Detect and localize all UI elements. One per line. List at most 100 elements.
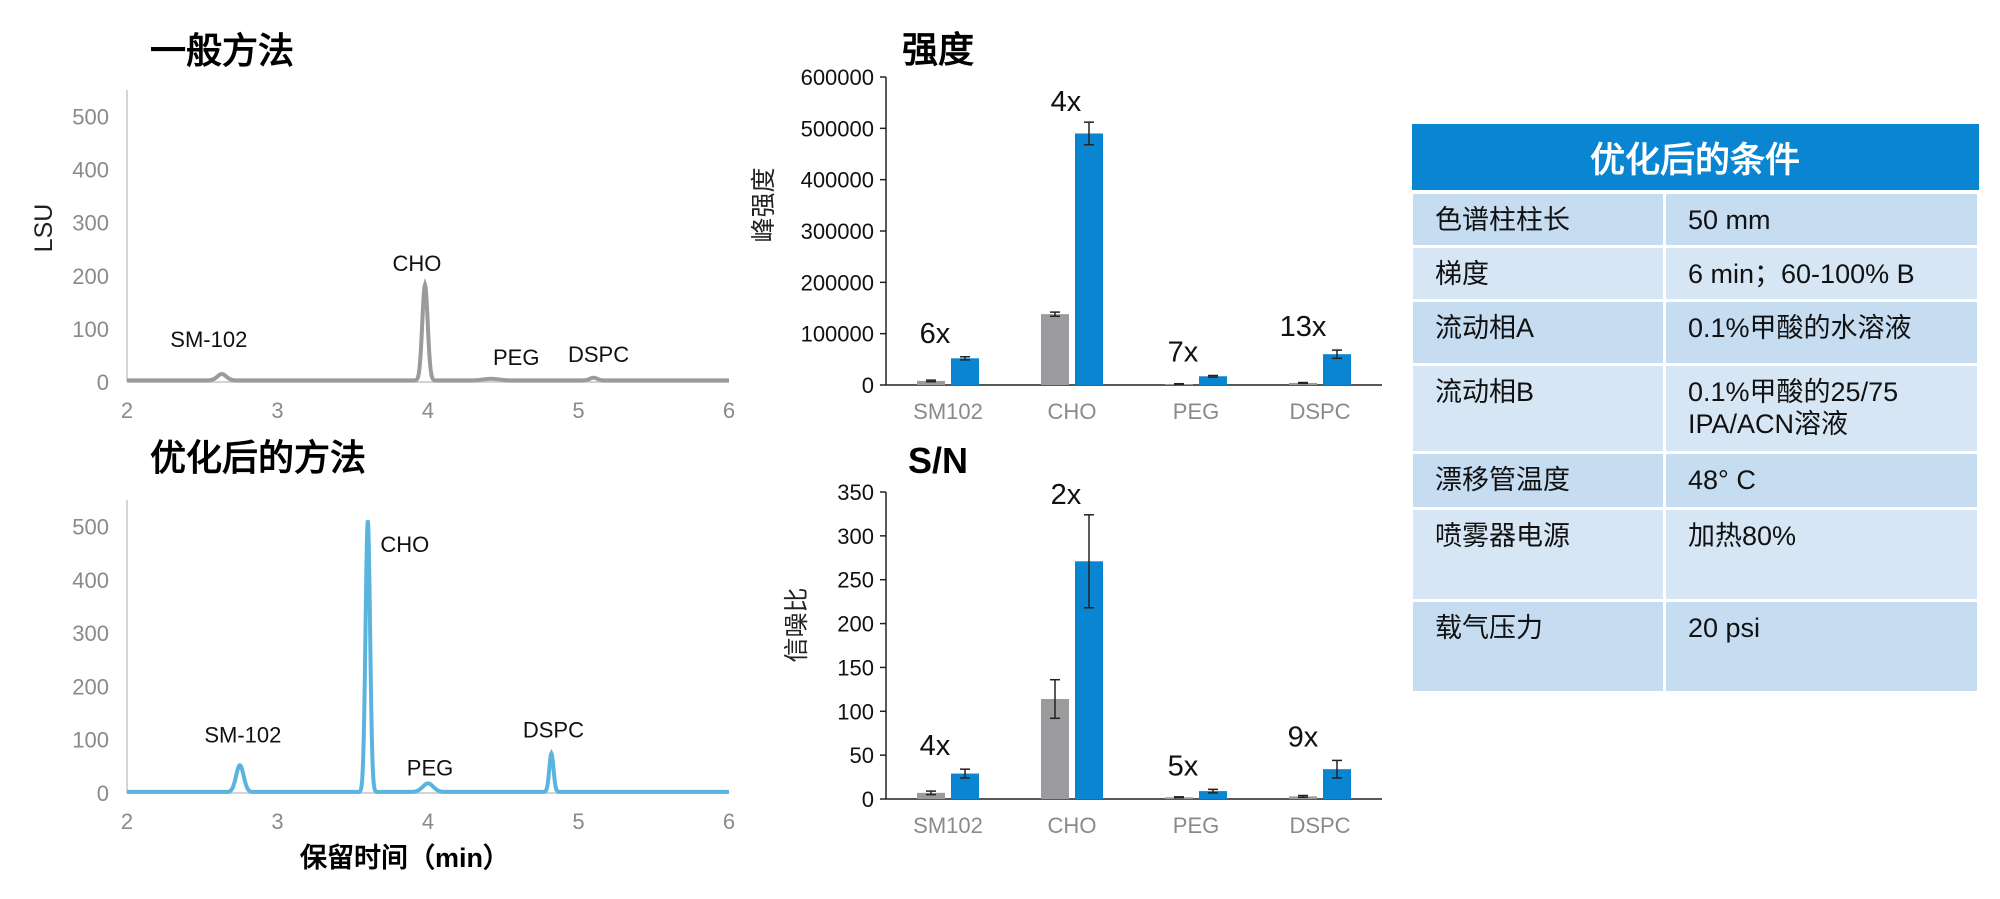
y-tick-label: 500 (72, 105, 109, 130)
peak-label: PEG (493, 345, 539, 370)
param-cell: 流动相B (1410, 362, 1666, 454)
y-tick-label: 400000 (801, 168, 874, 193)
table-row: 流动相B 0.1%甲酸的25/75 IPA/ACN溶液 (1410, 362, 1980, 454)
bar-chart-intensity: 强度 峰强度 0 100000 200000 300000 400000 500000 60… (750, 29, 1382, 424)
y-tick-label: 0 (862, 787, 874, 812)
y-tick-label: 250 (837, 568, 874, 593)
y-axis-label: 信噪比 (783, 587, 811, 662)
chart-title: S/N (908, 440, 968, 481)
y-tick-label: 400 (72, 568, 109, 593)
chromatogram-trace (127, 278, 729, 383)
param-cell: 载气压力 (1410, 598, 1666, 694)
category-label: DSPC (1289, 399, 1350, 424)
bar-optimized-method (1323, 354, 1351, 385)
y-tick-label: 100000 (801, 322, 874, 347)
value-cell: 20 psi (1663, 598, 1980, 694)
x-tick-label: 2 (121, 809, 133, 834)
x-axis-label: 保留时间（min） (299, 843, 510, 873)
table-row: 梯度 6 min；60-100% B (1410, 244, 1980, 302)
x-tick-label: 6 (723, 809, 735, 834)
y-tick-label: 0 (97, 781, 109, 806)
y-tick-label: 600000 (801, 65, 874, 90)
table-header: 优化后的条件 (1411, 124, 1979, 194)
y-tick-label: 0 (862, 373, 874, 398)
bar-optimized-method (1199, 376, 1227, 385)
table-row: 载气压力 20 psi (1410, 598, 1980, 694)
peak-label: DSPC (523, 718, 584, 743)
x-tick-label: 3 (271, 809, 283, 834)
param-cell: 流动相A (1410, 298, 1666, 366)
table-row: 漂移管温度 48° C (1410, 450, 1980, 510)
value-cell: 50 mm (1663, 190, 1980, 248)
x-tick-label: 5 (572, 398, 584, 423)
param-cell: 色谱柱柱长 (1410, 190, 1666, 248)
table-header-row: 优化后的条件 (1411, 124, 1979, 194)
fold-change-label: 13x (1280, 311, 1327, 343)
x-tick-label: 4 (422, 809, 434, 834)
category-label: SM102 (913, 813, 983, 838)
fold-change-label: 9x (1288, 721, 1319, 753)
y-tick-label: 400 (72, 158, 109, 183)
category-label: CHO (1048, 813, 1097, 838)
x-tick-label: 2 (121, 398, 133, 423)
chart-title: 优化后的方法 (150, 437, 366, 478)
peak-label: DSPC (568, 342, 629, 367)
chromatogram-general-method: 一般方法 LSU 0 100 200 300 400 500 2 3 4 5 6 SM-102 CHO… (30, 30, 735, 423)
y-tick-label: 500 (72, 515, 109, 540)
table-row: 喷雾器电源 加热80% (1410, 506, 1980, 602)
param-cell: 喷雾器电源 (1410, 506, 1666, 602)
category-label: SM102 (913, 399, 983, 424)
peak-label: SM-102 (170, 327, 247, 352)
y-tick-label: 300 (72, 621, 109, 646)
peak-label: PEG (407, 755, 453, 780)
bar-general-method (917, 792, 945, 799)
category-label: PEG (1173, 399, 1219, 424)
category-label: CHO (1048, 399, 1097, 424)
y-tick-label: 500000 (801, 116, 874, 141)
bar-general-method (917, 380, 945, 385)
category-label: PEG (1173, 813, 1219, 838)
chart-title: 强度 (902, 29, 974, 70)
x-tick-label: 5 (572, 809, 584, 834)
peak-label: CHO (380, 532, 429, 557)
table-row: 色谱柱柱长 50 mm (1410, 190, 1980, 248)
bar-optimized-method (951, 358, 979, 385)
category-label: DSPC (1289, 813, 1350, 838)
bar-optimized-method (1199, 791, 1227, 799)
peak-label: SM-102 (204, 722, 281, 747)
y-tick-label: 350 (837, 480, 874, 505)
param-cell: 漂移管温度 (1410, 450, 1666, 510)
y-axis-label: LSU (30, 204, 58, 253)
value-cell: 6 min；60-100% B (1663, 244, 1980, 302)
y-tick-label: 200 (837, 612, 874, 637)
chromatogram-optimized-method: 优化后的方法 保留时间（min） 0 100 200 300 400 500 2 3 4 5 6 S… (72, 437, 735, 873)
y-tick-label: 100 (837, 699, 874, 724)
fold-change-label: 4x (920, 730, 951, 762)
y-tick-label: 100 (72, 728, 109, 753)
bar-general-method (1041, 314, 1069, 385)
fold-change-label: 2x (1051, 479, 1082, 511)
value-cell: 0.1%甲酸的水溶液 (1663, 298, 1980, 366)
chromatogram-trace (127, 520, 729, 794)
param-cell: 梯度 (1410, 244, 1666, 302)
y-tick-label: 150 (837, 655, 874, 680)
table-row: 流动相A 0.1%甲酸的水溶液 (1410, 298, 1980, 366)
y-tick-label: 300000 (801, 219, 874, 244)
y-tick-label: 200 (72, 674, 109, 699)
bar-chart-signal-to-noise: S/N 信噪比 0 50 100 150 200 250 300 350 SM102 CHO PEG… (783, 440, 1382, 838)
bar-optimized-method (1075, 133, 1103, 385)
fold-change-label: 6x (920, 318, 951, 350)
x-tick-label: 4 (422, 398, 434, 423)
x-tick-label: 3 (271, 398, 283, 423)
y-tick-label: 200 (72, 264, 109, 289)
fold-change-label: 7x (1168, 337, 1199, 369)
y-tick-label: 100 (72, 317, 109, 342)
peak-label: CHO (393, 251, 442, 276)
value-line-2: IPA/ACN溶液 (1688, 408, 1849, 439)
y-tick-label: 300 (837, 524, 874, 549)
y-tick-label: 200000 (801, 270, 874, 295)
y-axis-label: 峰强度 (750, 167, 778, 242)
x-tick-label: 6 (723, 398, 735, 423)
fold-change-label: 4x (1051, 86, 1082, 118)
